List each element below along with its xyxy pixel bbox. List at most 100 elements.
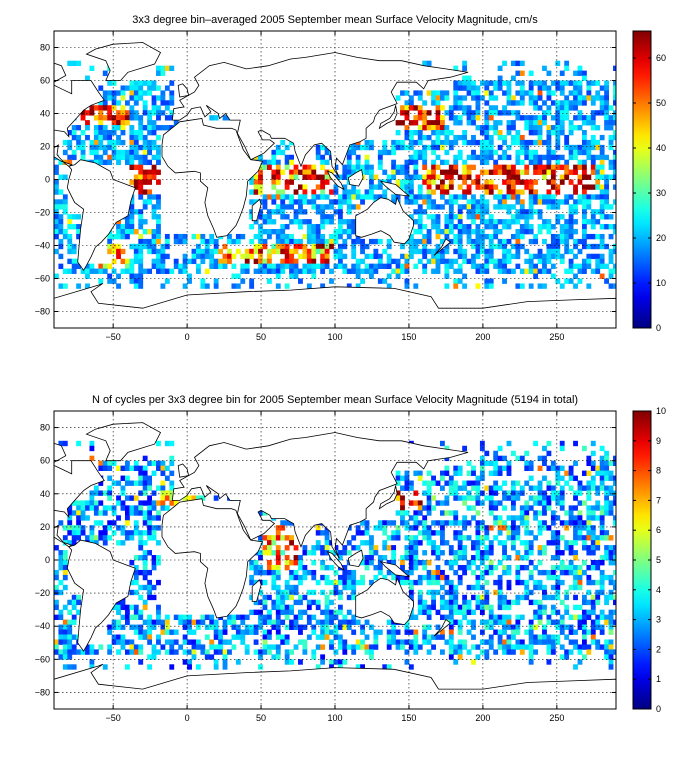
heatmap-cell — [422, 253, 428, 260]
heatmap-cell — [559, 599, 565, 606]
heatmap-cell — [360, 540, 365, 546]
heatmap-cell — [404, 144, 410, 151]
heatmap-cell — [475, 238, 481, 245]
heatmap-cell — [590, 624, 596, 630]
heatmap-cell — [151, 594, 157, 601]
heatmap-cell — [275, 159, 281, 166]
heatmap-cell — [533, 624, 539, 630]
heatmap-cell — [479, 199, 485, 205]
heatmap-cell — [124, 649, 130, 655]
heatmap-cell — [546, 105, 552, 111]
heatmap-cell — [373, 238, 379, 245]
heatmap-cell — [329, 214, 334, 220]
heatmap-cell — [604, 649, 610, 655]
heatmap-cell — [581, 629, 587, 635]
heatmap-cell — [604, 100, 610, 106]
heatmap-cell — [404, 90, 410, 96]
heatmap-cell — [342, 164, 348, 170]
heatmap-cell — [528, 530, 534, 536]
heatmap-cell — [510, 100, 516, 106]
heatmap-cell — [280, 233, 286, 240]
heatmap-cell — [320, 283, 326, 289]
heatmap-cell — [342, 639, 348, 645]
heatmap-cell — [422, 100, 428, 106]
heatmap-cell — [67, 629, 73, 635]
heatmap-cell — [462, 273, 468, 279]
heatmap-cell — [435, 258, 441, 265]
heatmap-cell — [138, 500, 144, 506]
heatmap-cell — [275, 233, 281, 240]
heatmap-cell — [546, 258, 552, 265]
heatmap-cell — [120, 500, 126, 506]
heatmap-cell — [502, 90, 507, 96]
heatmap-cell — [209, 639, 215, 645]
heatmap-cell — [58, 440, 64, 447]
heatmap-cell — [559, 654, 565, 660]
heatmap-cell — [590, 550, 596, 556]
heatmap-cell — [573, 475, 578, 481]
heatmap-cell — [426, 505, 432, 511]
heatmap-cell — [417, 90, 423, 96]
heatmap-cell — [329, 579, 334, 586]
heatmap-cell — [169, 639, 175, 645]
heatmap-cell — [231, 624, 237, 630]
heatmap-cell — [315, 248, 321, 255]
heatmap-cell — [93, 268, 99, 274]
heatmap-cell — [271, 159, 277, 166]
heatmap-cell — [550, 184, 556, 190]
heatmap-cell — [408, 189, 414, 195]
heatmap-cell — [408, 560, 414, 566]
heatmap-cell — [62, 634, 68, 640]
heatmap-cell — [590, 164, 596, 170]
heatmap-cell — [102, 134, 108, 141]
heatmap-cell — [142, 229, 148, 235]
heatmap-cell — [377, 159, 383, 166]
heatmap-cell — [542, 100, 547, 106]
heatmap-cell — [107, 159, 113, 166]
heatmap-cell — [608, 654, 614, 660]
heatmap-cell — [400, 574, 405, 581]
heatmap-cell — [422, 624, 428, 630]
heatmap-cell — [138, 490, 144, 496]
heatmap-cell — [493, 505, 499, 511]
heatmap-cell — [559, 120, 565, 126]
heatmap-cell — [93, 159, 99, 166]
heatmap-cell — [568, 545, 574, 551]
heatmap-cell — [417, 540, 423, 546]
heatmap-cell — [102, 535, 108, 541]
heatmap-cell — [417, 238, 423, 245]
heatmap-cell — [550, 604, 556, 611]
heatmap-cell — [502, 80, 507, 86]
heatmap-cell — [120, 105, 126, 111]
heatmap-cell — [435, 105, 441, 111]
heatmap-cell — [364, 530, 370, 536]
heatmap-cell — [284, 564, 290, 571]
heatmap-cell — [493, 219, 499, 225]
heatmap-cell — [329, 550, 334, 556]
heatmap-cell — [546, 130, 552, 136]
heatmap-cell — [315, 664, 321, 670]
heatmap-cell — [160, 485, 166, 491]
heatmap-cell — [164, 475, 170, 481]
heatmap-cell — [484, 545, 490, 551]
heatmap-cell — [435, 204, 441, 210]
heatmap-cell — [555, 125, 561, 131]
heatmap-cell — [533, 253, 539, 260]
heatmap-cell — [515, 490, 521, 496]
heatmap-cell — [457, 495, 463, 501]
heatmap-cell — [315, 604, 321, 611]
heatmap-cell — [315, 530, 321, 536]
heatmap-cell — [58, 204, 64, 210]
heatmap-cell — [324, 258, 330, 265]
heatmap-cell — [493, 263, 499, 269]
heatmap-cell — [124, 639, 130, 645]
heatmap-cell — [506, 184, 512, 190]
heatmap-cell — [586, 505, 592, 511]
heatmap-cell — [515, 159, 521, 166]
heatmap-cell — [471, 120, 476, 126]
heatmap-cell — [448, 649, 454, 655]
heatmap-cell — [519, 139, 525, 146]
heatmap-cell — [462, 604, 468, 611]
heatmap-cell — [102, 664, 108, 670]
